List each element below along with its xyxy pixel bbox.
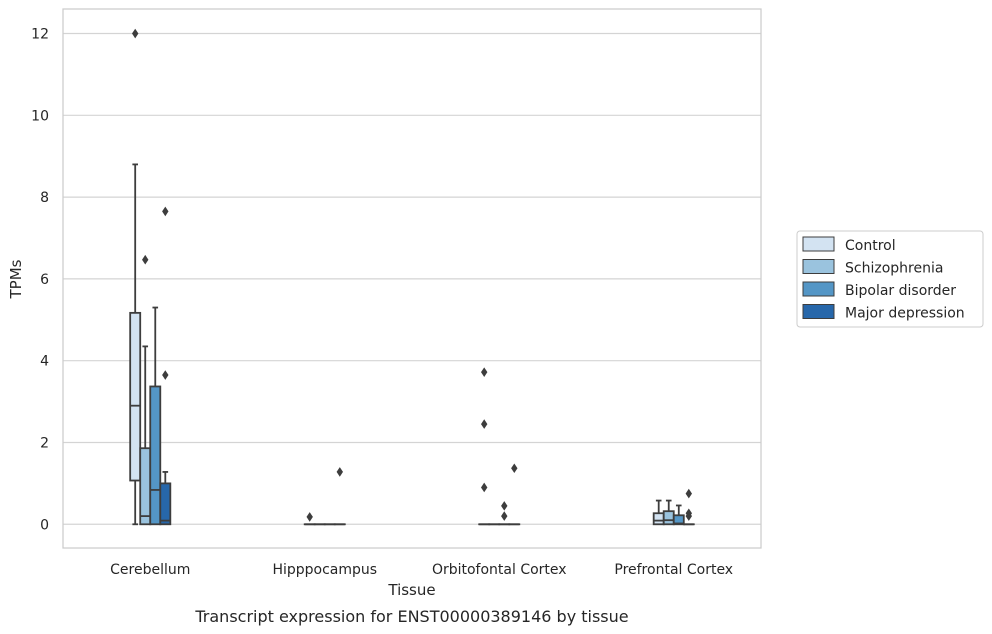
box-body xyxy=(129,311,142,482)
box-body xyxy=(139,447,152,526)
outlier-point xyxy=(685,488,693,499)
y-tick-label: 12 xyxy=(31,27,49,43)
legend-label: Bipolar disorder xyxy=(845,283,956,299)
legend-swatch xyxy=(802,281,835,297)
x-tick-label: Orbitofontal Cortex xyxy=(432,562,567,578)
legend-label: Major depression xyxy=(845,306,965,322)
y-tick-label: 0 xyxy=(40,517,49,533)
outlier-point xyxy=(142,254,149,265)
legend: Control Schizophrenia Bipolar disorder Majo… xyxy=(796,230,984,328)
box-groups xyxy=(129,28,695,526)
y-axis-title: TPMs xyxy=(7,259,25,299)
y-tick-label: 4 xyxy=(40,354,49,370)
x-axis-title: Tissue xyxy=(387,581,435,599)
y-tick-label: 2 xyxy=(40,435,49,451)
outlier-point xyxy=(131,28,139,39)
box xyxy=(478,367,491,526)
box xyxy=(682,488,695,526)
outlier-point xyxy=(511,463,518,474)
box-body xyxy=(149,385,162,526)
y-tick-label: 10 xyxy=(31,108,49,124)
outlier-point xyxy=(306,512,313,522)
outlier-point xyxy=(162,370,169,380)
x-tick-label: Hipppocampus xyxy=(272,562,377,578)
box xyxy=(508,463,521,526)
legend-label: Control xyxy=(845,238,896,254)
legend-swatch xyxy=(802,259,835,274)
box-body xyxy=(652,512,665,526)
box xyxy=(672,504,685,526)
y-tick-labels: 0 2 4 6 8 10 12 xyxy=(31,27,49,534)
box xyxy=(129,28,142,526)
outlier-point xyxy=(162,206,169,217)
x-tick-label: Cerebellum xyxy=(110,562,190,578)
outlier-point xyxy=(480,482,488,493)
series-control xyxy=(129,28,665,526)
legend-swatch xyxy=(802,236,835,252)
outlier-point xyxy=(685,511,693,521)
y-tick-label: 8 xyxy=(40,190,49,206)
plot-frame xyxy=(62,8,762,549)
outlier-point xyxy=(501,511,508,521)
outlier-point xyxy=(501,501,508,511)
box xyxy=(303,512,316,526)
legend-swatch xyxy=(802,304,835,319)
y-tick-label: 6 xyxy=(40,272,49,288)
box xyxy=(149,306,162,526)
legend-label: Schizophrenia xyxy=(845,261,943,277)
grid-lines xyxy=(63,32,761,525)
x-tick-labels: Cerebellum Hipppocampus Orbitofontal Corte… xyxy=(110,562,733,578)
series-bipolar-disorder xyxy=(149,306,685,526)
box xyxy=(498,501,511,526)
outlier-point xyxy=(336,467,344,477)
box-body xyxy=(662,510,675,526)
series-schizophrenia xyxy=(139,254,675,526)
series-major-depression xyxy=(159,206,695,526)
box xyxy=(159,206,172,526)
outlier-point xyxy=(480,419,488,429)
box-body xyxy=(159,482,172,526)
chart-caption: Transcript expression for ENST0000038914… xyxy=(194,607,628,626)
box xyxy=(333,467,346,526)
x-tick-label: Prefrontal Cortex xyxy=(614,562,733,578)
outlier-point xyxy=(480,367,488,377)
legend-frame xyxy=(796,230,984,328)
